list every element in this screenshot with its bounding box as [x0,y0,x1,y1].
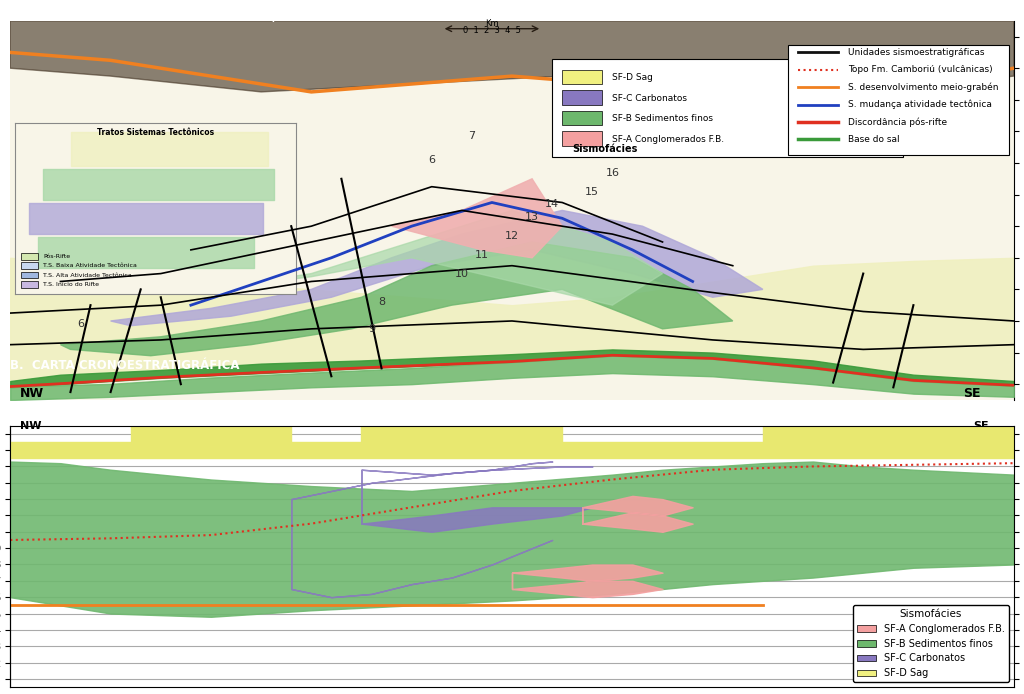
Text: 6: 6 [77,319,84,329]
Text: 7: 7 [468,131,475,142]
Text: 12: 12 [505,231,519,241]
Text: Base do sal: Base do sal [848,135,900,144]
Text: NW: NW [20,421,42,431]
Text: SE: SE [974,421,989,431]
Bar [788,44,1009,155]
Text: Discordância pós-rifte: Discordância pós-rifte [848,117,947,127]
Bar [562,70,602,84]
Polygon shape [10,21,1014,92]
Text: Unidades sismoestratigráficas: Unidades sismoestratigráficas [848,48,985,57]
Polygon shape [60,242,733,356]
Text: Km: Km [485,19,499,28]
Text: 0  1  2  3  4  5: 0 1 2 3 4 5 [463,26,521,35]
Text: 15: 15 [586,187,599,196]
Text: SF-A Conglomerados F.B.: SF-A Conglomerados F.B. [612,135,724,144]
Text: NW: NW [20,387,44,400]
Bar [552,59,903,157]
Bar [562,131,602,146]
Text: B.  CARTA CRONOESTRATIGRÁFICA: B. CARTA CRONOESTRATIGRÁFICA [10,359,240,371]
Text: Sismofácies: Sismofácies [572,144,638,154]
Text: A.  UNIDADES SISMOESTRATIGRÁFICAS, SISMOFÁCIES E TRATOS SISTEMAS TECTÔNICOS  - L: A. UNIDADES SISMOESTRATIGRÁFICAS, SISMOF… [12,8,668,23]
Text: 6: 6 [428,155,435,165]
Text: S. mudança atividade tectônica: S. mudança atividade tectônica [848,100,992,109]
Text: 9: 9 [368,324,375,334]
Text: SF-D Sag: SF-D Sag [612,73,653,82]
Text: Topo Fm. Camboriú (vulcânicas): Topo Fm. Camboriú (vulcânicas) [848,65,993,74]
Text: 13: 13 [525,212,539,222]
Polygon shape [391,179,562,257]
Text: SF-B Sedimentos finos: SF-B Sedimentos finos [612,115,714,124]
Text: 16: 16 [605,168,620,178]
Polygon shape [211,210,663,305]
Text: 10: 10 [455,269,469,279]
Polygon shape [111,210,763,325]
Text: 11: 11 [475,250,488,260]
Text: SF-C Carbonatos: SF-C Carbonatos [612,94,687,103]
Bar [562,111,602,125]
Text: SE: SE [964,387,981,400]
Bar [562,90,602,105]
Text: 8: 8 [378,297,385,307]
Text: 14: 14 [545,199,559,209]
Text: S. desenvolvimento meio-grabén: S. desenvolvimento meio-grabén [848,83,998,92]
Legend: SF-A Conglomerados F.B., SF-B Sedimentos finos, SF-C Carbonatos, SF-D Sag: SF-A Conglomerados F.B., SF-B Sedimentos… [853,605,1009,682]
